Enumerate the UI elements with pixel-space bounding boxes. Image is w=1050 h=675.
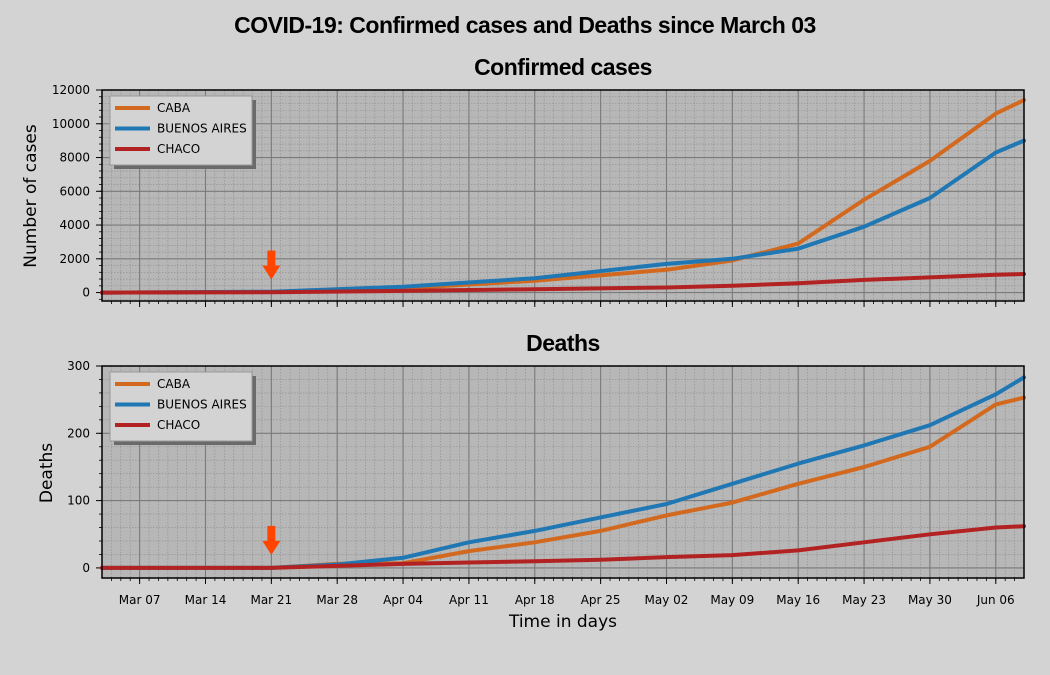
xtick-label: Mar 28 xyxy=(316,593,358,607)
cases-legend: CABA BUENOS AIRES CHACO xyxy=(109,95,256,169)
xtick-label: May 30 xyxy=(908,593,952,607)
figure-title: COVID-19: Confirmed cases and Deaths sin… xyxy=(234,12,816,38)
xtick-label: Apr 11 xyxy=(449,593,489,607)
deaths-ytick-label: 300 xyxy=(67,359,90,373)
xtick-label: May 23 xyxy=(842,593,886,607)
legend-label-caba: CABA xyxy=(157,377,191,391)
xtick-label: Apr 25 xyxy=(581,593,621,607)
deaths-ytick-label: 0 xyxy=(82,561,90,575)
x-axis-label: Time in days xyxy=(508,612,617,632)
deaths-axes-frame xyxy=(101,365,1025,579)
cases-ytick-label: 12000 xyxy=(52,83,90,97)
marker-arrow-head xyxy=(262,265,281,280)
deaths-ytick-label: 200 xyxy=(67,426,90,440)
cases-axes-frame xyxy=(101,89,1025,302)
confirmed-cases-title: Confirmed cases xyxy=(474,54,652,80)
xtick-label: Mar 07 xyxy=(119,593,161,607)
cases-marker-arrow xyxy=(262,250,281,280)
cases-series-buenos-aires xyxy=(100,138,1026,295)
deaths-series-buenos-aires xyxy=(100,375,1026,570)
xtick-label: May 09 xyxy=(710,593,754,607)
marker-arrow-head xyxy=(262,540,281,555)
xtick-label: Jun 06 xyxy=(976,593,1015,607)
xtick-label: Mar 21 xyxy=(250,593,292,607)
xtick-label: Apr 04 xyxy=(383,593,423,607)
deaths-title: Deaths xyxy=(526,330,600,356)
xtick-label: May 02 xyxy=(645,593,689,607)
confirmed-cases-panel: 0 2000 4000 6000 8000 10000 12000 CABA BUENOS AI… xyxy=(21,54,1026,307)
cases-ytick-label: 0 xyxy=(82,286,90,300)
deaths-ytick-label: 100 xyxy=(67,494,90,508)
legend-label-buenos-aires: BUENOS AIRES xyxy=(157,398,247,412)
cases-ytick-label: 10000 xyxy=(52,117,90,131)
marker-arrow-shaft xyxy=(267,525,276,542)
deaths-panel: 0 100 200 300 CABA BUENOS AIRES CHACO Mar 07 Mar… xyxy=(37,330,1026,607)
deaths-marker-arrow xyxy=(262,525,281,555)
legend-label-buenos-aires: BUENOS AIRES xyxy=(157,122,247,136)
legend-label-chaco: CHACO xyxy=(157,418,200,432)
xtick-label: May 16 xyxy=(776,593,820,607)
cases-ytick-label: 4000 xyxy=(59,218,90,232)
legend-label-chaco: CHACO xyxy=(157,142,200,156)
deaths-legend: CABA BUENOS AIRES CHACO xyxy=(109,371,256,445)
deaths-series-chaco xyxy=(100,524,1026,570)
deaths-ylabel: Deaths xyxy=(37,443,57,503)
cases-series-chaco xyxy=(100,272,1026,295)
confirmed-cases-ylabel: Number of cases xyxy=(21,124,41,268)
xtick-label: Mar 14 xyxy=(185,593,227,607)
legend-label-caba: CABA xyxy=(157,101,191,115)
cases-ytick-label: 2000 xyxy=(59,252,90,266)
marker-arrow-shaft xyxy=(267,250,276,267)
cases-ytick-label: 6000 xyxy=(59,184,90,198)
xtick-label: Apr 18 xyxy=(515,593,555,607)
cases-ytick-label: 8000 xyxy=(59,151,90,165)
